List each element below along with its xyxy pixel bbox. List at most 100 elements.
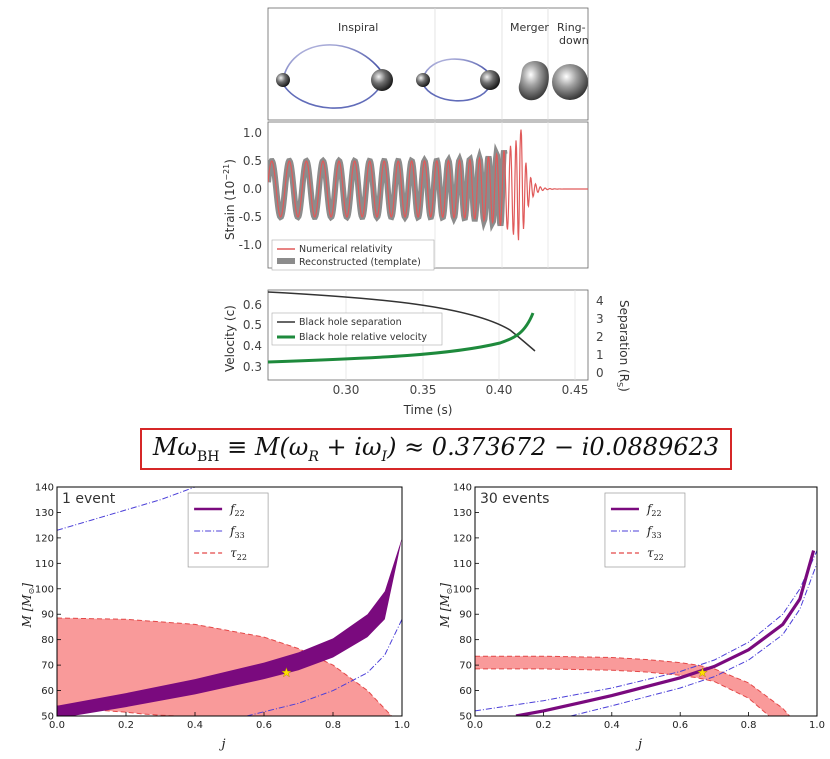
- orbit-arc-1a: [282, 44, 383, 81]
- black-hole-1b: [371, 69, 393, 91]
- f22-band: [57, 537, 402, 716]
- velocity-ytick-1: 0.6: [243, 298, 262, 312]
- sep-ytick-2: 3: [596, 312, 604, 326]
- phase-ringdown-label-1: Ring-: [557, 21, 586, 34]
- chart-title: 30 events: [480, 491, 549, 507]
- y-tick-label: 130: [35, 508, 54, 519]
- legend-label: f33: [229, 524, 245, 540]
- y-tick-label: 120: [35, 533, 54, 544]
- y-axis-label: M [M⊙]: [438, 583, 454, 629]
- x-tick-label: 1.0: [394, 720, 410, 731]
- y-tick-label: 140: [453, 483, 472, 494]
- strain-ylabel: Strain (10−21): [222, 159, 237, 240]
- tau22-upper-line: [57, 617, 392, 716]
- legend-box: [604, 492, 686, 568]
- legend-template-swatch: [277, 258, 295, 264]
- velocity-ytick-4: 0.3: [243, 360, 262, 374]
- x-tick-label: 0.8: [741, 720, 757, 731]
- velocity-ytick-2: 0.5: [243, 318, 262, 332]
- y-tick-label: 110: [453, 559, 472, 570]
- y-tick-label: 90: [41, 610, 54, 621]
- x-tick-label: 0.0: [49, 720, 65, 731]
- y-tick-label: 60: [459, 686, 472, 697]
- x-tick-label: 0.2: [535, 720, 551, 731]
- plot-frame: [474, 486, 818, 717]
- time-xlabel: Time (s): [403, 403, 453, 417]
- f33-upper-line: [57, 487, 196, 531]
- velocity-ytick-3: 0.4: [243, 339, 262, 353]
- qnm-equation-box: MωBH ≡ M(ωR + iωI) ≈ 0.373672 − i0.08896…: [140, 428, 732, 470]
- y-tick-label: 80: [41, 635, 54, 646]
- f22-line: [515, 550, 816, 716]
- legend-velocity-label: Black hole relative velocity: [299, 332, 427, 343]
- x-axis-label: j: [219, 737, 226, 752]
- time-xtick-1: 0.30: [333, 383, 360, 397]
- black-hole-2a: [416, 73, 430, 87]
- orbit-arc-1b: [282, 83, 383, 109]
- separation-ylabel: Separation (RS): [615, 300, 631, 392]
- velocity-ylabel: Velocity (c): [223, 305, 237, 372]
- f33-lower-line: [246, 619, 402, 716]
- tau22-lower-line: [475, 668, 770, 716]
- y-tick-label: 70: [41, 661, 54, 672]
- y-tick-label: 70: [459, 661, 472, 672]
- y-tick-label: 120: [453, 533, 472, 544]
- f33-lower-line: [570, 563, 817, 716]
- sep-ytick-4: 1: [596, 348, 604, 362]
- equation-text: MωBH ≡ M(ωR + iωI) ≈ 0.373672 − i0.08896…: [152, 433, 720, 465]
- sep-ytick-1: 4: [596, 294, 604, 308]
- time-xtick-2: 0.35: [410, 383, 437, 397]
- chart-title: 1 event: [62, 491, 116, 507]
- tau22-upper-line: [475, 655, 790, 716]
- phase-merger-label: Merger: [510, 21, 549, 34]
- x-tick-label: 0.8: [325, 720, 341, 731]
- legend-label: f33: [646, 524, 662, 540]
- velocity-panel: 0.6 0.5 0.4 0.3 4 3 2 1 0 0.30 0.35 0.40…: [223, 289, 631, 417]
- legend-label: τ22: [230, 546, 247, 562]
- f33-upper-line: [475, 550, 817, 712]
- strain-ytick-5: -1.0: [239, 238, 262, 252]
- legend-template-label: Reconstructed (template): [299, 257, 421, 268]
- x-tick-label: 0.2: [118, 720, 134, 731]
- strain-ytick-4: -0.5: [239, 210, 262, 224]
- legend-box: [187, 492, 269, 568]
- separation-curve: [268, 291, 536, 352]
- chart-30-events: 0.0 0.2 0.4 0.6 0.8 1.0 50 60 70 80 90 100 110 120 130…: [438, 483, 825, 753]
- x-tick-label: 1.0: [809, 720, 825, 731]
- y-tick-label: 130: [453, 508, 472, 519]
- plot-frame: [56, 486, 403, 717]
- best-fit-star: [281, 667, 292, 678]
- sep-ytick-3: 2: [596, 330, 604, 344]
- phase-inspiral-label: Inspiral: [338, 21, 378, 34]
- x-tick-label: 0.4: [187, 720, 203, 731]
- x-tick-label: 0.6: [256, 720, 272, 731]
- x-tick-label: 0.6: [672, 720, 688, 731]
- y-tick-label: 50: [459, 712, 472, 723]
- legend-label: τ22: [647, 546, 664, 562]
- strain-panel: 1.0 0.5 0.0 -0.5 -1.0 Strain (10−21) Num…: [222, 121, 589, 271]
- x-axis-label: j: [635, 737, 642, 752]
- y-tick-label: 100: [453, 584, 472, 595]
- orbit-arc-2a: [422, 58, 491, 79]
- legend-separation-label: Black hole separation: [299, 317, 402, 328]
- y-tick-label: 110: [35, 559, 54, 570]
- y-tick-label: 50: [41, 712, 54, 723]
- legend-label: f22: [229, 502, 245, 518]
- x-tick-label: 0.0: [467, 720, 483, 731]
- y-tick-label: 100: [35, 584, 54, 595]
- velocity-curve: [268, 312, 535, 364]
- numerical-relativity-waveform: [268, 129, 588, 241]
- y-tick-label: 140: [35, 483, 54, 494]
- y-tick-label: 90: [459, 610, 472, 621]
- merger-black-hole: [518, 61, 549, 101]
- strain-ytick-3: 0.0: [243, 182, 262, 196]
- x-tick-label: 0.4: [604, 720, 620, 731]
- black-hole-1a: [276, 73, 290, 87]
- legend-label: f22: [646, 502, 662, 518]
- strain-legend: Numerical relativity Reconstructed (temp…: [271, 239, 435, 271]
- y-tick-label: 80: [459, 635, 472, 646]
- ringdown-black-hole: [552, 64, 588, 100]
- chart-1-event: 0.0 0.2 0.4 0.6 0.8 1.0 50 60 70 80 90 100 110 120 130…: [20, 483, 410, 753]
- inspiral-illustration-panel: Inspiral Merger Ring- down: [267, 7, 589, 121]
- time-xtick-4: 0.45: [562, 383, 589, 397]
